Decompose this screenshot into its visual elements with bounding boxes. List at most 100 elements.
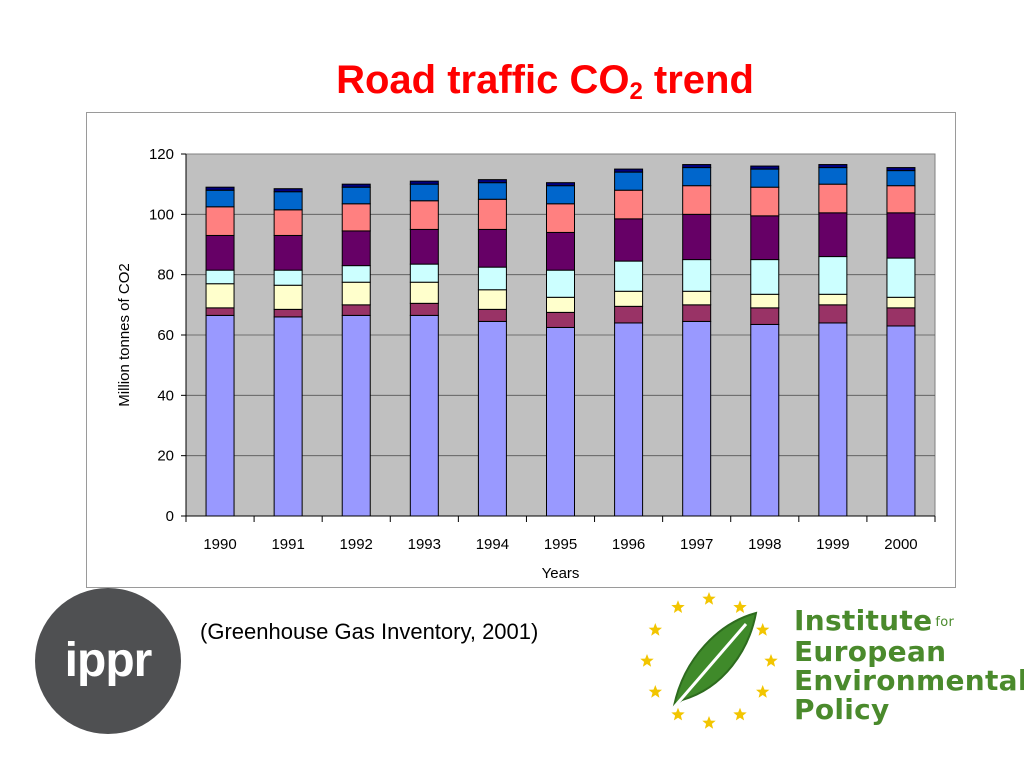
bar-segment-1992-6 <box>341 203 371 232</box>
bar-segment-1990-3 <box>205 283 235 309</box>
bar-segment-1992-5 <box>341 230 371 267</box>
bar-segment-1991-8 <box>273 188 303 193</box>
bar-segment-1993-5 <box>409 228 439 265</box>
bar-segment-1999-6 <box>818 183 848 214</box>
bar-segment-1998-2 <box>750 307 780 325</box>
bar-segment-1997-7 <box>682 167 712 187</box>
bar-segment-1998-1 <box>750 323 780 517</box>
y-tick-label: 120 <box>149 146 174 163</box>
bar-segment-1991-6 <box>273 209 303 236</box>
bar-segment-1995-5 <box>546 231 575 271</box>
source-caption: (Greenhouse Gas Inventory, 2001) <box>200 619 539 644</box>
bar-segment-1997-4 <box>682 259 712 292</box>
bar-segment-1996-8 <box>614 168 644 173</box>
ippr-logo: ippr <box>35 588 181 734</box>
bar-segment-1994-7 <box>477 182 507 200</box>
bar-segment-1994-1 <box>477 320 507 517</box>
bar-segment-2000-5 <box>886 212 916 259</box>
chart-frame: 0 20 40 60 80 100 120 1990 1991 1992 1993 1994 1995 1… <box>86 112 956 588</box>
bar-segment-2000-6 <box>886 185 916 214</box>
bar-segment-1994-3 <box>477 289 507 310</box>
bar-segment-1990-2 <box>205 307 235 316</box>
leaf-vein <box>668 623 748 713</box>
bar-segment-1997-8 <box>682 164 712 169</box>
bar-segment-1995-2 <box>546 311 575 328</box>
x-axis-label: Years <box>542 565 580 582</box>
x-tick-label: 1996 <box>612 536 645 553</box>
bar-segment-1996-5 <box>614 218 644 262</box>
x-tick-label: 1997 <box>680 536 713 553</box>
bar-segment-1992-7 <box>341 186 371 205</box>
star-icon <box>756 685 770 698</box>
star-icon <box>648 623 662 636</box>
bar-segment-1994-6 <box>477 198 507 230</box>
star-icon <box>733 707 747 721</box>
bar-segment-1994-5 <box>477 228 507 268</box>
bar-segment-1993-4 <box>409 263 439 283</box>
bar-segment-1993-1 <box>409 314 439 517</box>
bar-segment-1998-7 <box>750 168 780 188</box>
bar-segment-1992-8 <box>341 183 371 188</box>
star-icon <box>756 623 770 636</box>
x-tick-label: 1991 <box>271 536 304 553</box>
bar-segment-1996-2 <box>614 305 644 324</box>
bar-segment-2000-8 <box>886 167 916 172</box>
stacked-bar-chart: 0 20 40 60 80 100 120 1990 1991 1992 1993 1994 1995 1… <box>116 146 936 582</box>
ieep-line-3: Environmental <box>794 664 1024 697</box>
bar-segment-1999-5 <box>818 212 848 258</box>
bar-segment-1993-8 <box>409 180 439 185</box>
ieep-line-2: European <box>794 635 947 668</box>
bar-segment-1992-4 <box>341 265 371 283</box>
bar-segment-1992-1 <box>341 314 371 517</box>
bar-segment-1991-2 <box>273 308 303 318</box>
bar-segment-1998-4 <box>750 259 780 295</box>
star-icon <box>640 654 654 667</box>
star-icon <box>702 716 716 729</box>
bar-segment-1999-2 <box>818 304 848 324</box>
bar-segment-1994-2 <box>477 308 507 322</box>
bar-segment-1998-6 <box>750 186 780 217</box>
x-tick-label: 1998 <box>748 536 781 553</box>
star-icon <box>648 685 662 698</box>
star-icon <box>671 600 685 613</box>
bar-segment-1998-3 <box>750 293 780 309</box>
bar-segment-1995-3 <box>546 296 575 313</box>
bar-segment-1993-2 <box>409 302 439 316</box>
bar-segment-1999-7 <box>818 167 848 185</box>
bar-segment-1993-6 <box>409 200 439 230</box>
bar-segment-1992-3 <box>341 281 371 306</box>
y-tick-label: 100 <box>149 206 174 223</box>
eu-stars <box>640 592 778 729</box>
y-tick-label: 40 <box>157 387 174 404</box>
bar-segment-2000-3 <box>886 296 916 309</box>
ieep-line-1: Institute <box>794 604 933 637</box>
bar-segment-1991-7 <box>273 191 303 211</box>
bar-segment-1998-8 <box>750 165 780 170</box>
bar-segment-1997-2 <box>682 304 712 322</box>
bar-segment-1995-4 <box>546 269 575 298</box>
bar-segment-1996-1 <box>614 322 644 517</box>
bar-segment-1995-1 <box>546 326 575 517</box>
bar-segment-1991-5 <box>273 234 303 271</box>
bar-segment-1990-6 <box>205 206 235 236</box>
bar-segment-1995-7 <box>546 185 575 205</box>
y-tick-label: 60 <box>157 327 174 344</box>
star-icon <box>733 600 747 613</box>
bar-segment-1997-1 <box>682 320 712 517</box>
bar-segment-1999-3 <box>818 293 848 306</box>
bar-segment-2000-2 <box>886 307 916 327</box>
bar-segment-1997-6 <box>682 185 712 215</box>
x-tick-label: 1992 <box>340 536 373 553</box>
x-tick-label: 1993 <box>408 536 441 553</box>
bar-segment-2000-4 <box>886 257 916 298</box>
slide-title: Road traffic CO2 trend <box>0 58 1024 106</box>
bar-segment-1990-5 <box>205 234 235 271</box>
bar-segment-1999-1 <box>818 322 848 517</box>
star-icon <box>702 592 716 605</box>
bar-segment-1999-8 <box>818 164 848 169</box>
bar-segment-1996-6 <box>614 189 644 220</box>
bar-segment-1992-2 <box>341 304 371 316</box>
y-tick-label: 0 <box>166 508 174 525</box>
bar-segment-1993-7 <box>409 183 439 202</box>
x-tick-label: 1999 <box>816 536 849 553</box>
